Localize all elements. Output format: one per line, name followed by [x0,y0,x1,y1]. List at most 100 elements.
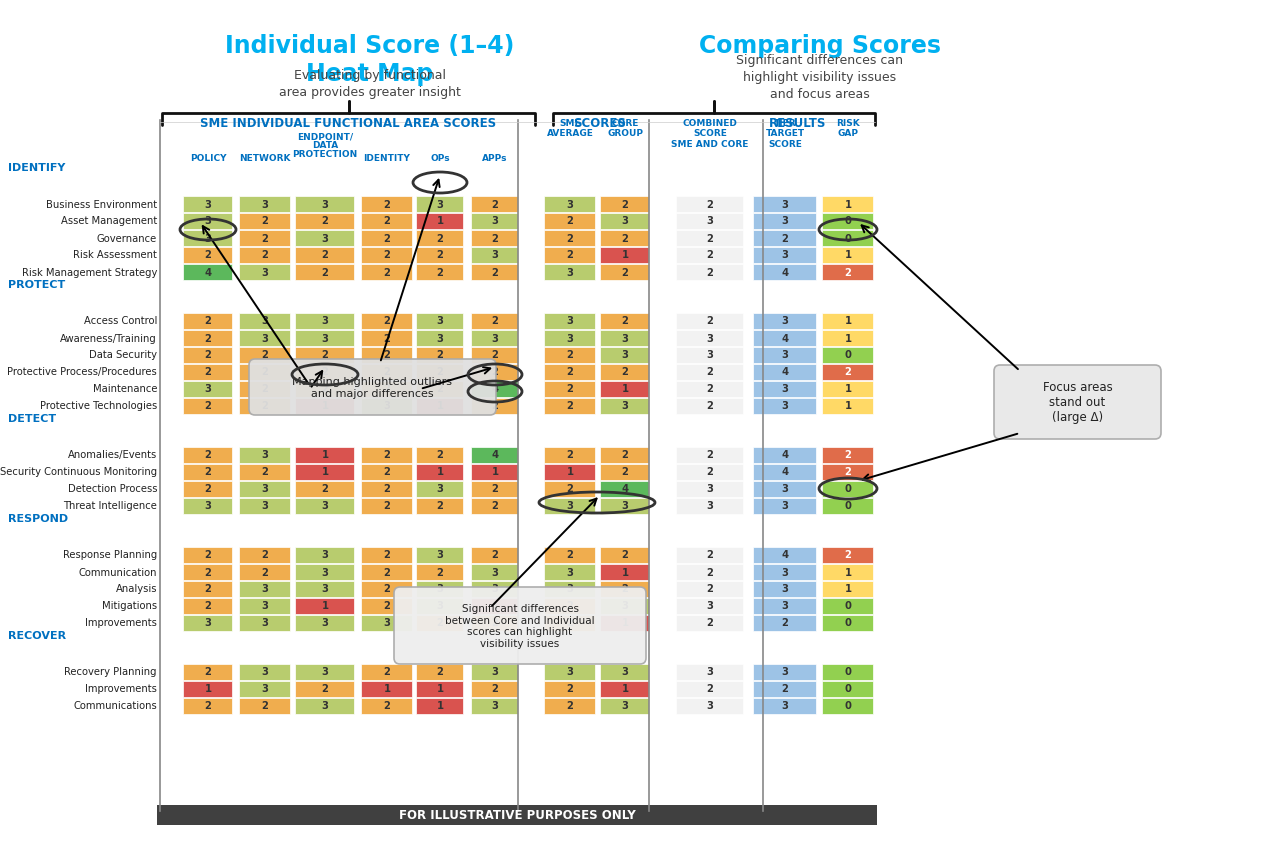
Bar [295,314,354,329]
Text: 3: 3 [436,334,444,343]
Text: 3: 3 [261,684,269,693]
Text: 3: 3 [261,316,269,326]
Bar [822,598,873,614]
Bar [361,264,412,281]
Bar [361,247,412,264]
Bar [183,464,232,480]
Text: Protective Technologies: Protective Technologies [40,401,158,411]
Text: RESPOND: RESPOND [8,514,68,524]
Text: 3: 3 [492,334,498,343]
Bar [295,598,354,614]
Text: 2: 2 [845,467,851,477]
Text: 3: 3 [622,334,628,343]
Text: 3: 3 [706,334,714,343]
Bar [676,314,743,329]
Text: 2: 2 [383,200,391,209]
Bar [472,398,518,415]
Text: Detection Process: Detection Process [68,484,158,494]
Text: IDENTIFY: IDENTIFY [8,163,66,173]
Text: 2: 2 [383,316,391,326]
Bar [295,682,354,697]
Text: 2: 2 [706,367,714,377]
Bar [472,264,518,281]
Bar [822,247,873,264]
Bar [416,598,463,614]
Text: 2: 2 [383,667,391,676]
Text: 0: 0 [845,501,851,511]
Text: Governance: Governance [97,233,158,243]
Text: 0: 0 [845,667,851,676]
Text: 2: 2 [492,350,498,360]
Text: Maintenance: Maintenance [92,384,158,394]
Text: 3: 3 [782,667,788,676]
Bar [472,699,518,714]
Bar [416,197,463,212]
Text: CORE
GROUP: CORE GROUP [607,119,643,138]
Text: 3: 3 [706,667,714,676]
Text: 3: 3 [782,316,788,326]
Bar [753,481,816,497]
Bar [240,448,290,463]
Bar [676,264,743,281]
Bar [361,230,412,247]
Bar [416,498,463,514]
Bar [753,464,816,480]
Text: 3: 3 [383,618,391,628]
Bar [472,498,518,514]
Bar [543,581,595,597]
Bar [416,464,463,480]
Bar [753,699,816,714]
Bar [416,398,463,415]
Text: 3: 3 [706,484,714,494]
Text: 2: 2 [845,367,851,377]
Bar [361,481,412,497]
Bar [472,481,518,497]
Text: 3: 3 [706,601,714,611]
Text: 2: 2 [261,401,269,411]
Bar [676,598,743,614]
Text: 2: 2 [261,233,269,243]
Text: 2: 2 [322,484,328,494]
Text: 3: 3 [706,217,714,226]
Bar [361,548,412,563]
Text: 2: 2 [204,350,212,360]
Text: 2: 2 [436,501,444,511]
Bar [416,364,463,380]
Bar [753,331,816,346]
Bar [753,664,816,680]
Bar [361,364,412,380]
Bar [295,230,354,247]
Bar [361,565,412,580]
Bar [753,581,816,597]
Text: 2: 2 [383,367,391,377]
Text: 3: 3 [782,350,788,360]
Text: 2: 2 [204,583,212,594]
Bar [416,347,463,363]
Bar [183,214,232,229]
Text: 1: 1 [845,334,851,343]
Text: 2: 2 [566,484,574,494]
Text: 2: 2 [492,267,498,277]
Bar [240,197,290,212]
Bar [416,448,463,463]
Bar [183,682,232,697]
Bar [416,314,463,329]
Text: 3: 3 [436,601,444,611]
Text: 2: 2 [622,200,628,209]
Text: Communication: Communication [78,567,158,577]
Text: 1: 1 [622,567,628,577]
Text: 1: 1 [845,384,851,394]
Bar [822,381,873,397]
Text: Asset Management: Asset Management [61,217,158,226]
Text: 3: 3 [782,484,788,494]
Bar [361,598,412,614]
Text: 3: 3 [322,233,328,243]
Text: 2: 2 [566,367,574,377]
Text: 3: 3 [622,350,628,360]
Bar [600,615,649,631]
Text: 2: 2 [566,384,574,394]
Bar [240,481,290,497]
Bar [240,230,290,247]
Bar [822,615,873,631]
Bar [240,615,290,631]
